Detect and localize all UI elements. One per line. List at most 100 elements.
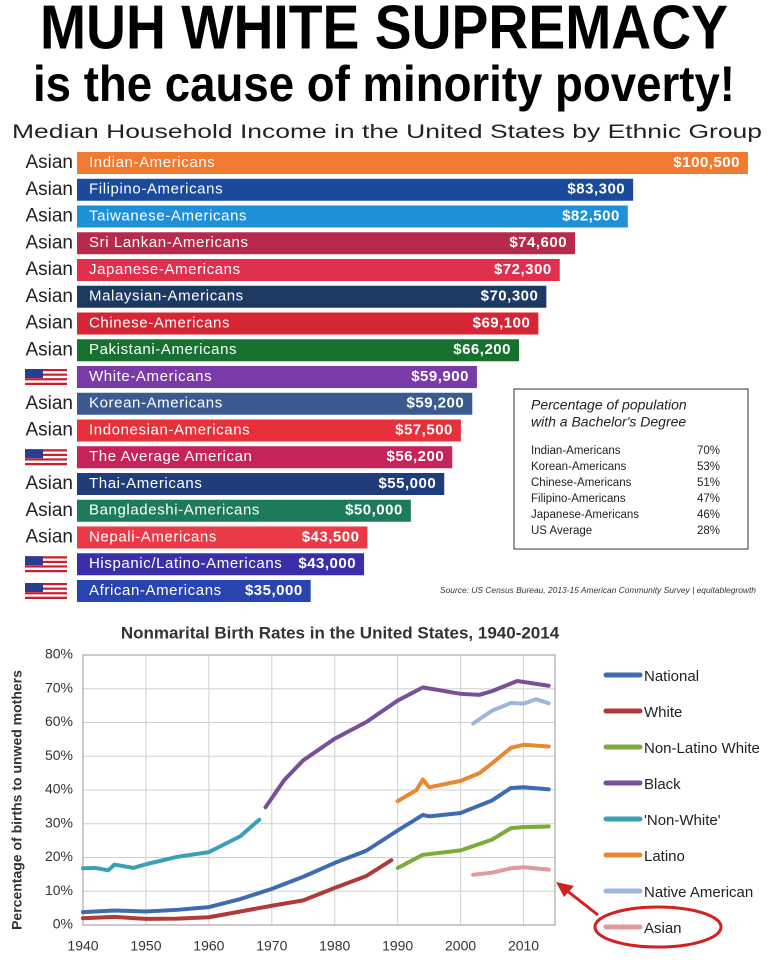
inset-title: Percentage of population bbox=[531, 397, 687, 413]
x-tick-label: 1970 bbox=[256, 938, 287, 954]
value-label: $50,000 bbox=[345, 502, 403, 519]
flag-stripe bbox=[25, 594, 67, 597]
flag-stripe bbox=[25, 456, 67, 459]
legend-label: Non-Latino White bbox=[644, 740, 760, 757]
flag-stripe bbox=[25, 585, 67, 588]
us-flag bbox=[25, 369, 67, 385]
category-label: Sri Lankan-Americans bbox=[89, 234, 249, 251]
bar bbox=[77, 526, 368, 549]
inset-percent: 70% bbox=[697, 445, 720, 457]
group-label: Asian bbox=[25, 527, 73, 548]
flag-canton bbox=[25, 369, 43, 378]
group-label: Asian bbox=[25, 473, 73, 494]
y-tick-label: 0% bbox=[53, 916, 73, 932]
category-label: Nepali-Americans bbox=[89, 528, 217, 545]
flag-stripe bbox=[25, 371, 67, 374]
flag-stripe bbox=[25, 378, 67, 381]
bar bbox=[77, 366, 477, 388]
group-label: Asian bbox=[25, 393, 73, 414]
headline: MUH WHITE SUPREMACY bbox=[40, 0, 728, 62]
flag-stripe bbox=[25, 556, 67, 559]
category-label: Pakistani-Americans bbox=[89, 341, 237, 358]
line-chart-title: Nonmarital Birth Rates in the United Sta… bbox=[121, 623, 560, 642]
value-label: $43,500 bbox=[302, 528, 360, 545]
category-label: Malaysian-Americans bbox=[89, 288, 244, 305]
flag-stripe bbox=[25, 569, 67, 573]
bar bbox=[77, 473, 445, 495]
y-tick-label: 20% bbox=[45, 848, 73, 864]
y-tick-label: 40% bbox=[45, 781, 73, 797]
plot-frame bbox=[82, 654, 556, 926]
flag-stripe bbox=[25, 382, 67, 385]
y-tick-label: 30% bbox=[45, 814, 73, 830]
bar bbox=[77, 152, 748, 174]
flag-stripe bbox=[25, 380, 67, 383]
value-label: $57,500 bbox=[395, 421, 453, 438]
group-label: Asian bbox=[25, 259, 73, 280]
flag-stripe bbox=[25, 583, 67, 586]
category-label: Korean-Americans bbox=[89, 395, 223, 412]
source: Source: US Census Bureau, 2013-15 Americ… bbox=[440, 586, 757, 595]
us-flag bbox=[25, 556, 67, 573]
us-flag bbox=[25, 583, 67, 599]
category-label: Taiwanese-Americans bbox=[89, 207, 247, 224]
flag-stripe bbox=[25, 565, 67, 568]
category-label: White-Americans bbox=[89, 368, 212, 385]
flag-canton bbox=[25, 583, 43, 592]
flag-stripe bbox=[25, 451, 67, 454]
bar bbox=[77, 339, 519, 362]
category-label: The Average American bbox=[89, 448, 252, 465]
category-label: African-Americans bbox=[89, 582, 222, 599]
legend-label: Latino bbox=[644, 848, 685, 865]
category-label: Hispanic/Latino-Americans bbox=[89, 555, 282, 572]
x-tick-label: 1980 bbox=[319, 938, 350, 954]
arrow-head bbox=[556, 882, 574, 897]
value-label: $83,300 bbox=[567, 181, 625, 198]
y-tick-label: 50% bbox=[45, 747, 73, 763]
bar bbox=[77, 392, 473, 415]
flag-stripe bbox=[25, 449, 67, 452]
value-label: $72,300 bbox=[494, 261, 552, 278]
flag-stripe bbox=[25, 567, 67, 570]
x-tick-label: 1950 bbox=[130, 938, 161, 954]
inset-percent: 51% bbox=[697, 477, 720, 489]
group-label: Asian bbox=[25, 232, 73, 253]
flag-stripe bbox=[25, 458, 67, 461]
flag-stripe bbox=[25, 563, 67, 566]
flag-canton bbox=[25, 449, 43, 459]
arrow-shaft bbox=[565, 888, 599, 917]
series-line bbox=[471, 697, 551, 726]
bar bbox=[77, 178, 634, 201]
flag-canton bbox=[25, 556, 43, 566]
inset-group: Chinese-Americans bbox=[531, 477, 632, 489]
value-label: $55,000 bbox=[378, 475, 436, 492]
bar bbox=[77, 446, 453, 469]
legend-label: White bbox=[644, 704, 682, 721]
bar bbox=[77, 580, 311, 602]
flag-stripe bbox=[25, 596, 67, 599]
series-line bbox=[81, 858, 394, 921]
inset-group: Indian-Americans bbox=[531, 445, 621, 457]
value-label: $56,200 bbox=[386, 448, 444, 465]
y-tick-label: 70% bbox=[45, 679, 73, 695]
group-label: Asian bbox=[25, 286, 73, 307]
group-label: Asian bbox=[25, 420, 73, 441]
inset-percent: 46% bbox=[697, 509, 720, 521]
flag-stripe bbox=[25, 462, 67, 466]
category-label: Japanese-Americans bbox=[89, 261, 241, 278]
inset-percent: 47% bbox=[697, 493, 720, 505]
value-label: $35,000 bbox=[245, 582, 303, 599]
x-tick-label: 2010 bbox=[508, 938, 539, 954]
flag-stripe bbox=[25, 373, 67, 376]
legend-label: Asian bbox=[644, 920, 682, 937]
bar bbox=[77, 312, 539, 335]
flag-stripe bbox=[25, 453, 67, 457]
bar bbox=[77, 553, 365, 576]
y-tick-label: 80% bbox=[45, 646, 73, 662]
y-tick-label: 60% bbox=[45, 713, 73, 729]
bar-chart-title: Median Household Income in the United St… bbox=[12, 122, 762, 143]
flag-stripe bbox=[25, 558, 67, 561]
series-line bbox=[81, 817, 262, 873]
group-label: Asian bbox=[25, 313, 73, 334]
